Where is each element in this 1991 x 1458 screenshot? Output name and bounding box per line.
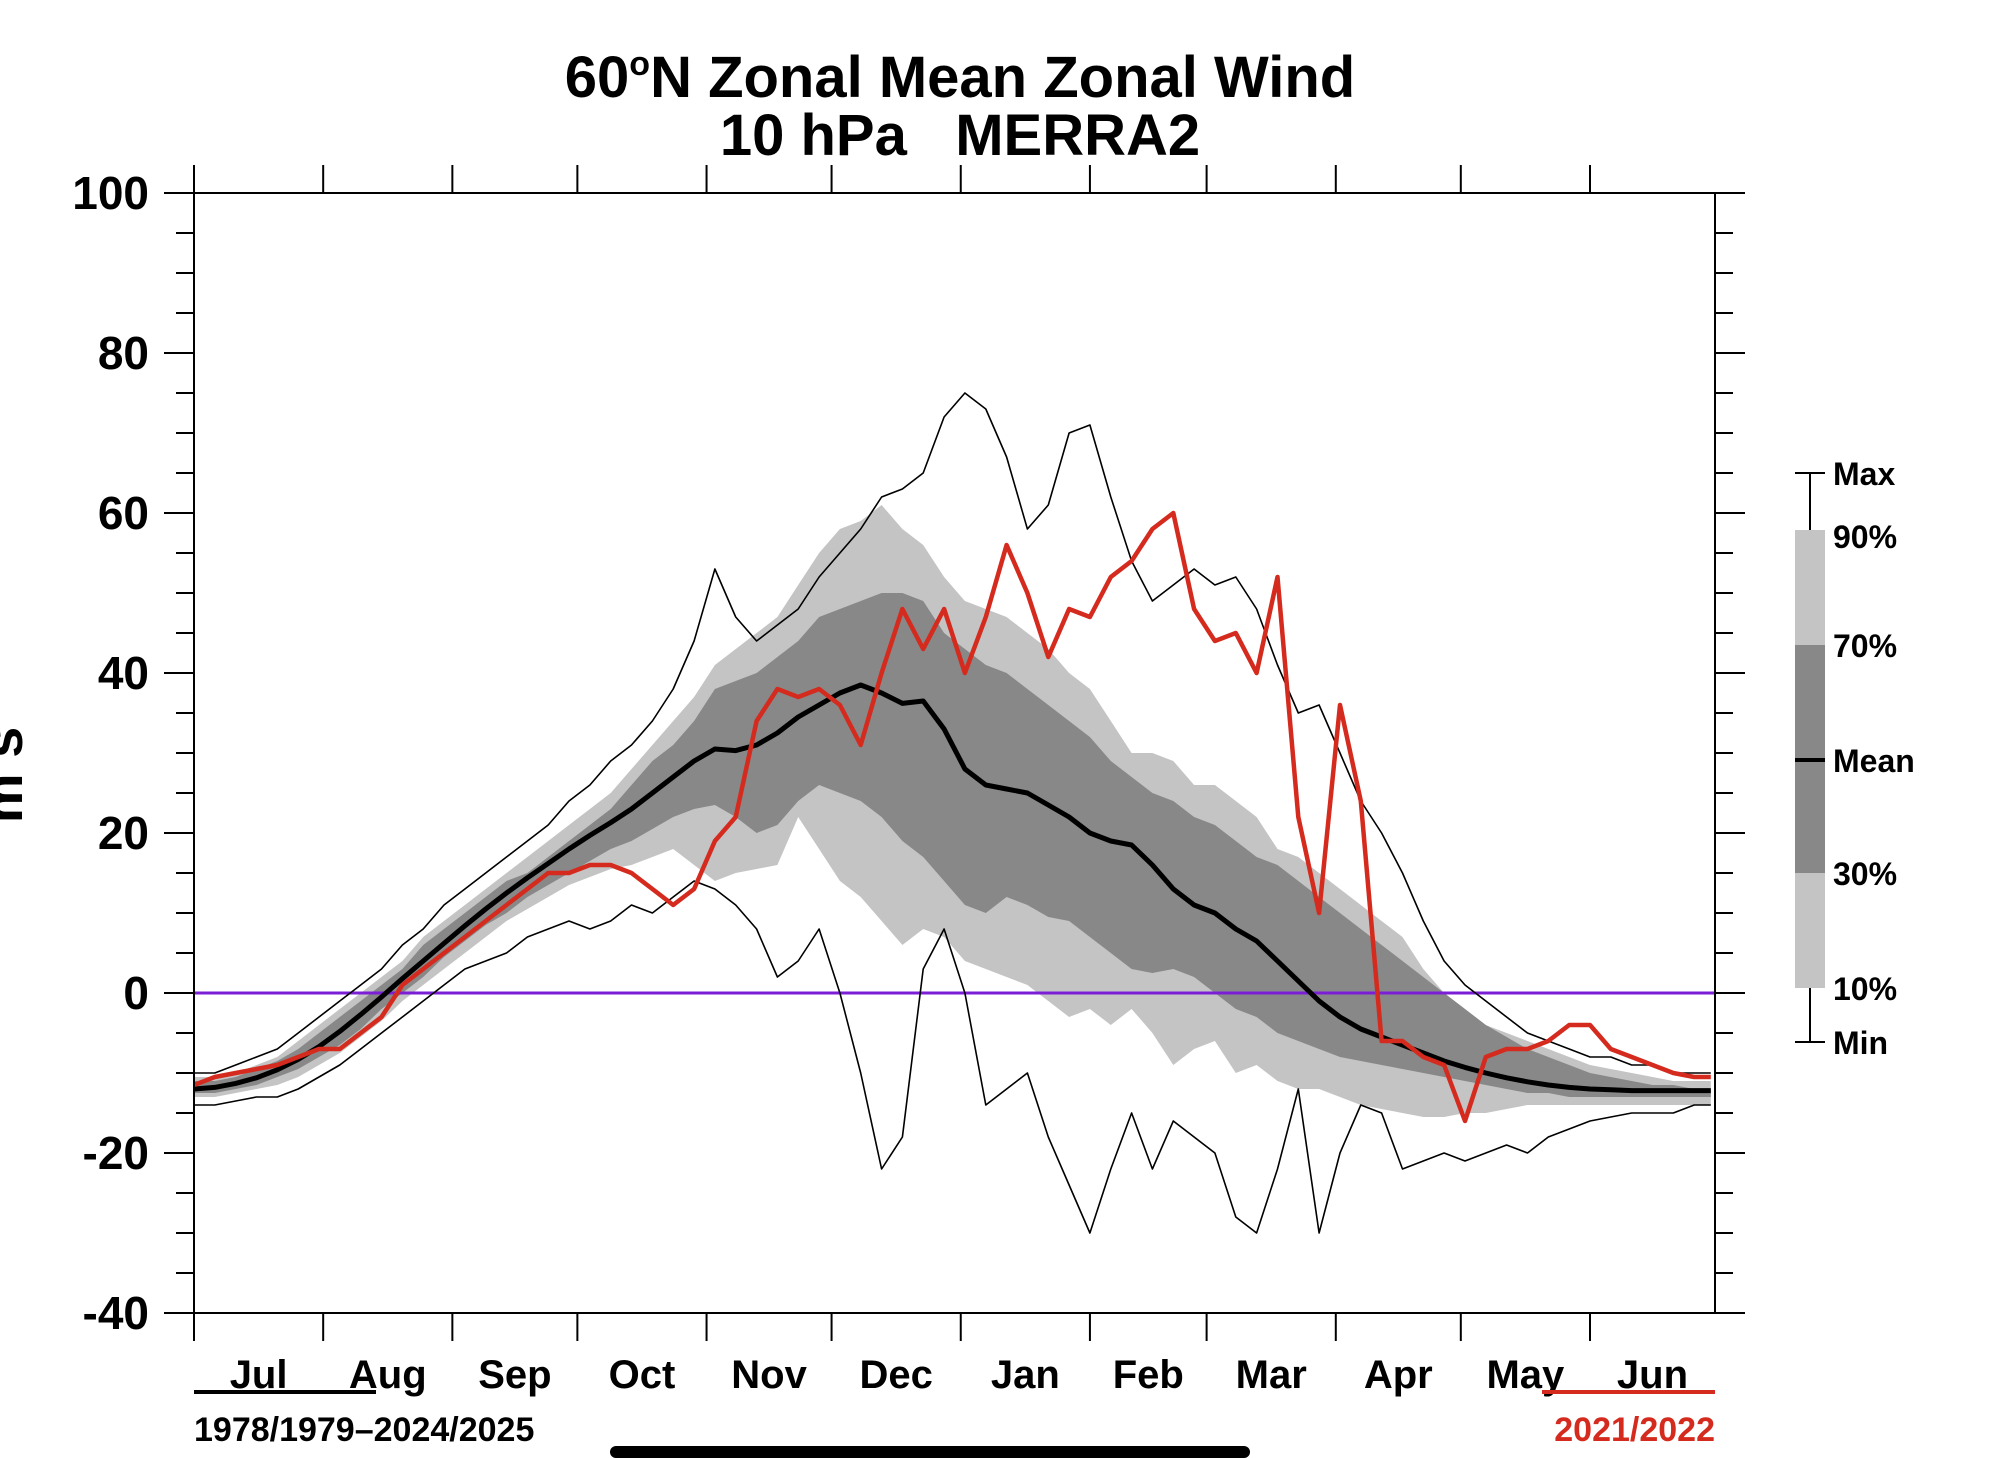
x-tick-label-apr: Apr — [1364, 1353, 1433, 1397]
y-tick-label: 100 — [72, 167, 149, 219]
x-tick-label-aug: Aug — [349, 1353, 427, 1397]
y-tick-label: -20 — [83, 1127, 149, 1179]
legend-label-10pct: 10% — [1833, 971, 1897, 1007]
chart-subtitle: 10 hPa MERRA2 — [720, 103, 1200, 168]
legend-label-90pct: 90% — [1833, 519, 1897, 555]
x-tick-label-feb: Feb — [1113, 1353, 1184, 1397]
legend-label-min: Min — [1833, 1025, 1888, 1061]
legend-label-max: Max — [1833, 456, 1895, 492]
legend-label-70pct: 70% — [1833, 628, 1897, 664]
y-tick-label: 80 — [98, 327, 149, 379]
y-tick-label: 0 — [123, 967, 149, 1019]
highlight-2021-2022-line — [194, 510, 1711, 1124]
climatology-period-label: 1978/1979–2024/2025 — [194, 1411, 534, 1449]
x-tick-label-may: May — [1486, 1353, 1565, 1397]
x-tick-label-jan: Jan — [991, 1353, 1060, 1397]
x-tick-label-sep: Sep — [478, 1353, 551, 1397]
mean-line — [194, 682, 1711, 1094]
x-tick-label-mar: Mar — [1236, 1353, 1307, 1397]
legend-band-10-30 — [1795, 873, 1825, 988]
x-tick-label-nov: Nov — [731, 1353, 807, 1397]
home-indicator[interactable] — [610, 1446, 1250, 1458]
y-tick-label: 20 — [98, 807, 149, 859]
min-line — [194, 880, 1711, 1234]
y-tick-label: 60 — [98, 487, 149, 539]
legend: Max 90% 70% Mean 30% 10% Min — [1795, 456, 1915, 1061]
x-tick-label-dec: Dec — [859, 1353, 932, 1397]
legend-band-70-90 — [1795, 530, 1825, 645]
legend-label-30pct: 30% — [1833, 856, 1897, 892]
y-axis-label: m s — [0, 727, 34, 824]
legend-label-mean: Mean — [1833, 743, 1915, 779]
percentile-bands — [194, 505, 1711, 1117]
max-line — [194, 392, 1711, 1074]
x-tick-label-jul: Jul — [230, 1353, 288, 1397]
x-tick-label-oct: Oct — [609, 1353, 676, 1397]
chart-title: 60oN Zonal Mean Zonal Wind — [565, 45, 1355, 110]
band-30-70 — [194, 593, 1711, 1097]
y-tick-label: 40 — [98, 647, 149, 699]
axes: 100 80 60 40 20 0 -20 -40 Jul Aug Sep Oct Nov Dec Jan F… — [72, 165, 1745, 1397]
highlight-period-label: 2021/2022 — [1554, 1411, 1715, 1449]
x-tick-label-jun: Jun — [1617, 1353, 1688, 1397]
series-lines — [194, 392, 1715, 1234]
y-tick-label: -40 — [83, 1287, 149, 1339]
